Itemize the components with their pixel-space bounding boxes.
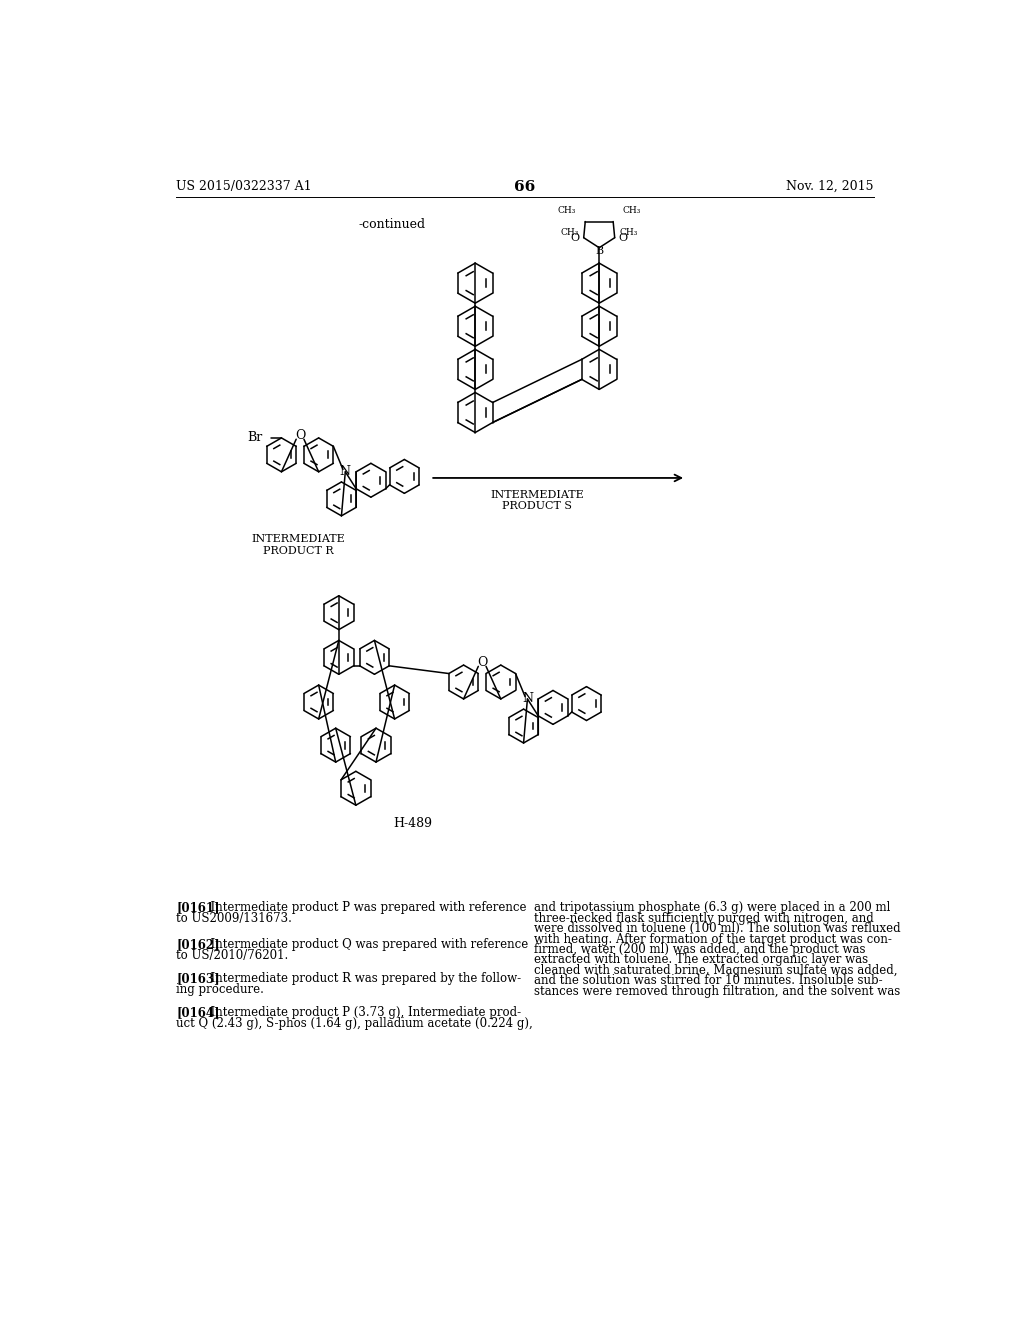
Text: O: O: [618, 232, 628, 243]
Text: O: O: [295, 429, 305, 442]
Text: firmed, water (200 ml) was added, and the product was: firmed, water (200 ml) was added, and th…: [535, 942, 865, 956]
Text: CH₃: CH₃: [623, 206, 641, 215]
Text: with heating. After formation of the target product was con-: with heating. After formation of the tar…: [535, 933, 892, 945]
Text: Nov. 12, 2015: Nov. 12, 2015: [786, 180, 873, 193]
Text: three-necked flask sufficiently purged with nitrogen, and: three-necked flask sufficiently purged w…: [535, 912, 873, 925]
Text: CH₃: CH₃: [558, 206, 575, 215]
Text: INTERMEDIATE
PRODUCT R: INTERMEDIATE PRODUCT R: [252, 535, 345, 556]
Text: [0164]: [0164]: [176, 1006, 219, 1019]
Text: N: N: [522, 693, 532, 705]
Text: Intermediate product P was prepared with reference: Intermediate product P was prepared with…: [203, 902, 526, 915]
Text: and tripotassium phosphate (6.3 g) were placed in a 200 ml: and tripotassium phosphate (6.3 g) were …: [535, 902, 891, 915]
Text: O: O: [570, 232, 580, 243]
Text: CH₃: CH₃: [620, 227, 638, 236]
Text: and the solution was stirred for 10 minutes. Insoluble sub-: and the solution was stirred for 10 minu…: [535, 974, 883, 987]
Text: cleaned with saturated brine. Magnesium sulfate was added,: cleaned with saturated brine. Magnesium …: [535, 964, 898, 977]
Text: H-489: H-489: [393, 817, 433, 830]
Text: [0163]: [0163]: [176, 973, 220, 985]
Text: to US/2010/76201.: to US/2010/76201.: [176, 949, 289, 962]
Text: CH₃: CH₃: [561, 227, 579, 236]
Text: Intermediate product P (3.73 g), Intermediate prod-: Intermediate product P (3.73 g), Interme…: [203, 1006, 521, 1019]
Text: US 2015/0322337 A1: US 2015/0322337 A1: [176, 180, 311, 193]
Text: -continued: -continued: [359, 218, 426, 231]
Text: Intermediate product Q was prepared with reference: Intermediate product Q was prepared with…: [203, 939, 528, 952]
Text: Intermediate product R was prepared by the follow-: Intermediate product R was prepared by t…: [203, 973, 521, 985]
Text: were dissolved in toluene (100 ml). The solution was refluxed: were dissolved in toluene (100 ml). The …: [535, 923, 901, 936]
Text: stances were removed through filtration, and the solvent was: stances were removed through filtration,…: [535, 985, 900, 998]
Text: to US2009/131673.: to US2009/131673.: [176, 912, 292, 925]
Text: uct Q (2.43 g), S-phos (1.64 g), palladium acetate (0.224 g),: uct Q (2.43 g), S-phos (1.64 g), palladi…: [176, 1016, 532, 1030]
Text: extracted with toluene. The extracted organic layer was: extracted with toluene. The extracted or…: [535, 953, 868, 966]
Text: [0162]: [0162]: [176, 939, 220, 952]
Text: B: B: [595, 246, 603, 256]
Text: [0161]: [0161]: [176, 902, 219, 915]
Text: Br: Br: [248, 432, 263, 445]
Text: N: N: [340, 465, 351, 478]
Text: O: O: [477, 656, 487, 669]
Text: ing procedure.: ing procedure.: [176, 982, 264, 995]
Text: 66: 66: [514, 180, 536, 194]
Text: INTERMEDIATE
PRODUCT S: INTERMEDIATE PRODUCT S: [490, 490, 584, 511]
